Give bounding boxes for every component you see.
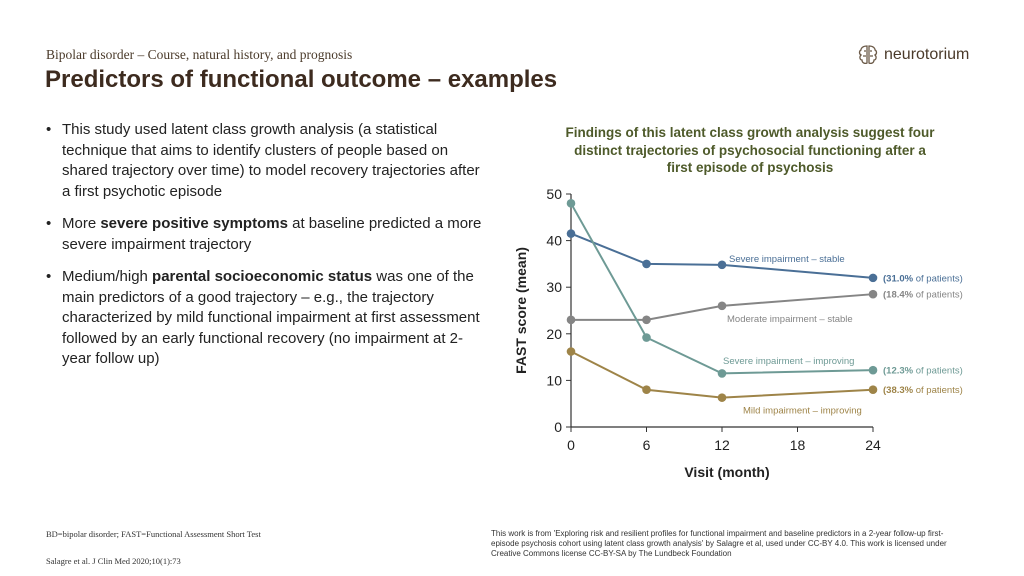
series-name-label: Moderate impairment – stable [727, 314, 853, 325]
data-point [717, 393, 727, 402]
series-share-suffix: of patients) [913, 385, 963, 396]
logo-text: neurotorium [884, 46, 970, 63]
x-tick-label: 18 [790, 437, 806, 453]
data-point [717, 260, 727, 270]
y-tick-label: 0 [554, 419, 562, 435]
chart-title: Findings of this latent class growth ana… [565, 125, 935, 175]
data-point [868, 289, 878, 299]
series-share-suffix: of patients) [913, 290, 963, 301]
y-tick-label: 10 [546, 372, 562, 388]
bullet-emphasis: severe positive symptoms [100, 215, 288, 232]
data-point [717, 301, 727, 311]
data-point [868, 385, 878, 395]
data-point [566, 199, 576, 208]
series-share-percent: (18.4% [883, 290, 914, 301]
bullet-list: This study used latent class growth anal… [44, 120, 484, 382]
series-share-label: (12.3% of patients) [883, 366, 963, 377]
series-share-suffix: of patients) [913, 273, 963, 284]
series-share-label: (38.3% of patients) [883, 385, 963, 396]
series-share-label: (31.0% of patients) [883, 273, 963, 284]
abbreviations: BD=bipolar disorder; FAST=Functional Ass… [46, 529, 261, 539]
series-line [570, 350, 874, 399]
series-name-label: Severe impairment – improving [723, 356, 854, 367]
data-point [642, 315, 651, 325]
bullet-emphasis: parental socioeconomic status [152, 268, 373, 285]
bullet-text: was one of the main predictors of a good… [62, 268, 480, 367]
x-axis-label: Visit (month) [684, 464, 769, 480]
series-line [570, 202, 874, 375]
bullet-item: This study used latent class growth anal… [44, 120, 484, 202]
slide-title: Predictors of functional outcome – examp… [45, 66, 558, 93]
data-point [868, 273, 878, 283]
y-tick-label: 20 [546, 326, 562, 342]
reference: Salagre et al. J Clin Med 2020;10(1):73 [46, 556, 181, 566]
series-share-label: (18.4% of patients) [883, 290, 963, 301]
deck-subtitle: Bipolar disorder – Course, natural histo… [46, 47, 353, 62]
series-name-label: Mild impairment – improving [743, 406, 862, 417]
series-share-percent: (38.3% [883, 385, 914, 396]
series-line [570, 232, 874, 279]
data-point [566, 315, 576, 325]
data-point [642, 333, 651, 342]
series-line [571, 293, 874, 321]
x-tick-label: 6 [643, 437, 651, 453]
data-point [642, 259, 651, 269]
data-point [868, 365, 878, 375]
bullet-item: Medium/high parental socioeconomic statu… [44, 267, 484, 370]
series-share-percent: (12.3% [883, 366, 914, 377]
logo: neurotorium [858, 44, 969, 66]
series-share-percent: (31.0% [883, 273, 914, 284]
bullet-text: Medium/high [62, 268, 153, 285]
bullet-text: at baseline predicted a more severe impa… [62, 215, 482, 253]
license-text: This work is from 'Exploring risk and re… [491, 529, 947, 558]
bullet-text: This study used latent class growth anal… [62, 121, 480, 200]
series-name-label: Severe impairment – stable [729, 254, 845, 265]
data-point [717, 369, 727, 378]
x-tick-label: 12 [714, 437, 730, 453]
data-point [566, 229, 576, 238]
data-point [566, 347, 576, 356]
bullet-text: More [62, 215, 101, 232]
y-axis-label: FAST score (mean) [513, 247, 529, 374]
x-tick-label: 24 [865, 437, 881, 453]
data-point [642, 385, 651, 395]
line-chart: 0 10 20 30 40 50 0 6 12 18 24 Visit (month) FAST sco… [513, 186, 963, 480]
y-tick-label: 40 [546, 233, 562, 249]
bullet-item: More severe positive symptoms at baselin… [44, 214, 484, 255]
x-tick-label: 0 [567, 437, 575, 453]
y-tick-label: 50 [546, 186, 562, 202]
series-share-suffix: of patients) [913, 366, 963, 377]
brain-icon [858, 45, 878, 65]
y-tick-label: 30 [546, 279, 562, 295]
